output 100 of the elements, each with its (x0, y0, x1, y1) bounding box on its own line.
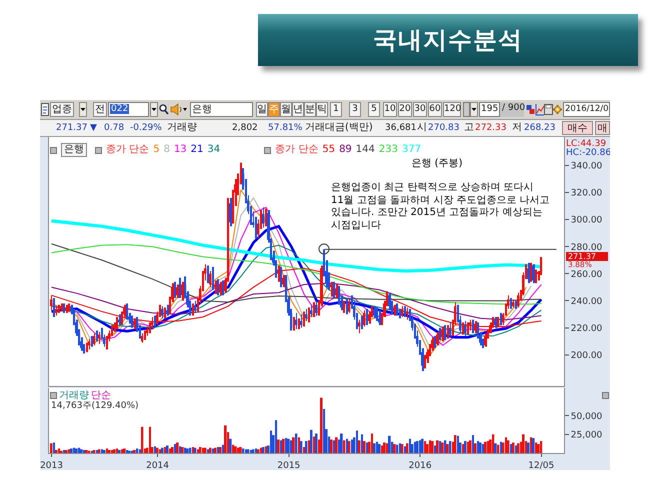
text: 21 (190, 144, 204, 156)
bar (50, 443, 52, 453)
bar (192, 447, 194, 453)
annotation: 은행업종이 최근 탄력적으로 상승하며 또다시 11월 고점을 돌파하며 시장 주도업종으로 나서고 있습니다. 조만간 2015년 고점돌파가 예상되는 시점입니다 (331, 182, 551, 232)
text: 36,681 (385, 122, 416, 135)
button: 매수 (562, 121, 593, 135)
bar (517, 443, 520, 453)
button: 1 (330, 102, 342, 117)
bar (530, 437, 532, 453)
bar (497, 444, 500, 453)
y-tick-label: 260.00 (570, 270, 603, 280)
bar (212, 448, 214, 453)
button: 년 (292, 102, 304, 117)
bar (245, 449, 247, 453)
bar (396, 444, 398, 453)
bar (361, 434, 363, 453)
button: 월 (280, 102, 292, 117)
line-series (51, 268, 542, 327)
button: 3 (349, 102, 361, 117)
bar (209, 448, 212, 453)
text: 8 (164, 144, 170, 156)
bar (500, 442, 502, 453)
bar (386, 443, 388, 453)
bar (348, 441, 350, 453)
bar (156, 448, 158, 453)
bar (275, 420, 278, 453)
bar (300, 441, 302, 453)
bar (462, 444, 464, 453)
bar (409, 438, 411, 453)
bar (126, 450, 128, 453)
bar (75, 448, 78, 453)
text: 57.81% (268, 122, 302, 135)
price-tag: 271.37 (566, 252, 608, 262)
button: 5 (368, 102, 380, 117)
bar (310, 430, 312, 453)
bar (255, 448, 257, 453)
bar (111, 450, 113, 453)
text: 268.23 (524, 122, 556, 135)
bar (101, 449, 103, 453)
bar (207, 449, 209, 453)
bar (199, 447, 202, 453)
bar (333, 440, 336, 453)
bar (247, 449, 250, 453)
bar (383, 442, 386, 453)
bar (265, 446, 267, 453)
bar (287, 438, 290, 453)
bar (414, 442, 416, 453)
bar (439, 441, 442, 453)
bar (426, 444, 429, 453)
bar (55, 450, 58, 453)
chart-title: 국내지수분석 (373, 25, 523, 56)
bar (229, 438, 232, 453)
bar (424, 441, 426, 453)
bar (376, 442, 378, 453)
button: 일 (256, 102, 268, 117)
bar (176, 442, 179, 453)
bar (419, 440, 421, 453)
bar (285, 438, 288, 453)
bar (70, 448, 73, 453)
bar (262, 447, 264, 453)
bar (515, 446, 517, 453)
bar (85, 450, 88, 453)
bar (217, 447, 220, 453)
text: 377 (402, 144, 422, 156)
text: 시 (417, 121, 427, 135)
bar (323, 408, 326, 453)
bar (479, 442, 482, 453)
bar (242, 448, 244, 453)
bar (186, 448, 189, 453)
bar (313, 436, 315, 453)
bar (464, 441, 466, 453)
text: 55 (322, 144, 336, 156)
bar (335, 437, 338, 453)
bar (505, 437, 507, 453)
bar (103, 450, 106, 453)
text: 233 (378, 144, 398, 156)
bar (277, 440, 280, 453)
annotation: 14,763주(129.40%) (51, 401, 139, 411)
text: 2,802 (232, 122, 258, 135)
y-tick-label: 340.00 (570, 162, 603, 172)
bar (366, 442, 368, 453)
annotation: 종가 단순 (275, 144, 318, 156)
bar (527, 442, 530, 453)
y-tick-label: 50,000 (570, 412, 603, 422)
bar (494, 443, 497, 453)
bar (540, 441, 542, 453)
bar (113, 449, 116, 453)
y-tick-label: 200.00 (570, 351, 603, 362)
bar (474, 443, 477, 453)
text: 고 (464, 121, 474, 135)
bar (436, 440, 439, 453)
bar (340, 434, 343, 453)
button: 120 (443, 102, 461, 117)
annotation: 종가 단순 (106, 144, 150, 156)
bar (343, 440, 346, 453)
bar (308, 440, 310, 453)
bar (280, 440, 282, 453)
bar (434, 446, 436, 453)
bar (401, 444, 404, 453)
bar (467, 442, 469, 453)
